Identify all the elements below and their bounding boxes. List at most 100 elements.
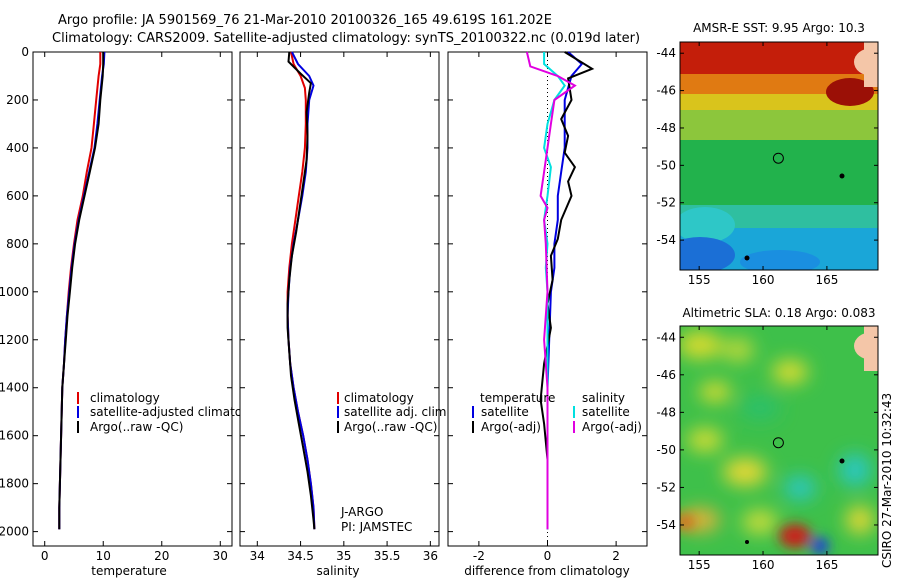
difference-panel: -2 0 2 difference from climatology tempera… <box>447 51 648 578</box>
legend-sal-satellite-label: satellite <box>582 405 630 419</box>
series-argo <box>58 52 105 530</box>
x-tick-label: 35.5 <box>374 549 401 563</box>
series-argo <box>286 51 316 530</box>
y-tick-label: 600 <box>6 189 29 203</box>
map-y-tick-label: -46 <box>656 368 676 382</box>
x-tick-label: 20 <box>154 549 169 563</box>
sst-band-lime <box>680 110 878 140</box>
map-x-tick-label: 165 <box>815 558 838 572</box>
y-tick-label: 1200 <box>0 333 29 347</box>
legend-climatology-label: climatology <box>90 391 160 405</box>
sla-blob <box>742 510 778 534</box>
sla-map-title: Altimetric SLA: 0.18 Argo: 0.083 <box>682 306 875 320</box>
series-salinity-argo <box>525 51 577 530</box>
map-y-tick-label: -52 <box>656 196 676 210</box>
legend-temp-satellite-label: satellite <box>481 405 529 419</box>
sla-island-south <box>745 540 749 544</box>
map-y-tick-label: -46 <box>656 84 676 98</box>
x-tick-label: 34 <box>250 549 265 563</box>
x-tick-label: -2 <box>473 549 485 563</box>
sst-map-title: AMSR-E SST: 9.95 Argo: 10.3 <box>693 21 865 35</box>
y-tick-label: 2000 <box>0 525 29 539</box>
legend-argo-label: Argo(..raw -QC) <box>344 420 437 434</box>
sla-blob <box>680 331 722 359</box>
map-y-tick-label: -52 <box>656 480 676 494</box>
legend-sal-argo-label: Argo(-adj) <box>582 420 642 434</box>
salinity-depth-ticks <box>240 51 439 533</box>
salinity-axes-frame <box>239 51 440 547</box>
y-tick-label: 1600 <box>0 429 29 443</box>
x-tick-label: 0 <box>41 549 49 563</box>
sla-blob <box>722 338 754 362</box>
map-y-tick-label: -44 <box>656 46 676 60</box>
sla-heatmap <box>680 326 878 555</box>
y-tick-label: 800 <box>6 237 29 251</box>
sla-blobs <box>680 331 874 534</box>
legend-temperature-title: temperature <box>480 391 555 405</box>
sla-argo-marker <box>772 437 784 449</box>
sst-island-south <box>744 255 750 261</box>
legend-satellite-label: satellite adj. clim. <box>344 405 450 419</box>
sla-high <box>779 524 811 548</box>
sla-map-panel: Altimetric SLA: 0.18 Argo: 0.083 <box>656 306 879 572</box>
sla-high-west <box>680 514 695 530</box>
map-y-tick-label: -50 <box>656 443 676 457</box>
y-tick-label: 1400 <box>0 381 29 395</box>
difference-depth-ticks <box>448 51 647 546</box>
sla-blob <box>772 360 808 384</box>
title-line-2: Climatology: CARS2009. Satellite-adjuste… <box>52 31 640 46</box>
sst-argo-marker <box>772 152 784 164</box>
temperature-x-axis: 0 10 20 30 <box>41 52 228 563</box>
difference-legend: temperature satellite Argo(-adj) salinit… <box>472 391 642 434</box>
sst-patch-cyan-west <box>680 207 735 243</box>
map-y-tick-label: -48 <box>656 121 676 135</box>
map-y-tick-label: -54 <box>656 518 676 532</box>
sst-island <box>839 173 845 179</box>
y-tick-label: 200 <box>6 93 29 107</box>
legend-satellite-label: satellite-adjusted climatology <box>90 405 268 419</box>
sst-map-panel: AMSR-E SST: 9.95 Argo: 10.3 155 160 165 -44… <box>656 21 879 287</box>
y-tick-label: 1000 <box>0 285 29 299</box>
series-temperature-argo <box>539 51 595 530</box>
x-tick-label: 36 <box>423 549 438 563</box>
x-tick-label: 30 <box>213 549 228 563</box>
y-tick-label: 1800 <box>0 477 29 491</box>
temperature-xlabel: temperature <box>91 564 166 578</box>
difference-lines <box>525 51 595 530</box>
difference-xlabel: difference from climatology <box>464 564 630 578</box>
sla-land-east <box>864 326 878 371</box>
legend-argo-label: Argo(..raw -QC) <box>90 420 183 434</box>
sst-patch-blue-southwest <box>680 237 735 270</box>
map-y-tick-label: -44 <box>656 330 676 344</box>
legend-temp-argo-label: Argo(-adj) <box>481 420 541 434</box>
sla-blob <box>687 428 723 452</box>
map-y-tick-label: -48 <box>656 405 676 419</box>
sla-map-frame <box>679 325 879 556</box>
sla-map-axes: 155 160 165 -44 -46 -48 -50 -52 -54 <box>656 326 878 572</box>
x-tick-label: 35 <box>336 549 351 563</box>
x-tick-label: 10 <box>96 549 111 563</box>
title-line-1: Argo profile: JA 5901569_76 21-Mar-2010 … <box>58 13 552 28</box>
sst-patch-dark-blue <box>740 250 820 270</box>
sst-map-frame <box>679 41 879 271</box>
salinity-x-axis: 34 34.5 35 35.5 36 <box>250 52 438 563</box>
map-y-tick-label: -50 <box>656 158 676 172</box>
sla-blob <box>740 396 780 420</box>
salinity-legend: climatology satellite adj. clim. Argo(..… <box>337 391 450 434</box>
y-tick-label: 0 <box>21 45 29 59</box>
map-x-tick-label: 155 <box>688 273 711 287</box>
sla-blob <box>723 458 767 486</box>
sst-land-coast <box>854 48 878 76</box>
sla-blob <box>839 454 871 486</box>
legend-salinity-title: salinity <box>582 391 625 405</box>
map-x-tick-label: 155 <box>688 558 711 572</box>
x-tick-label: 2 <box>612 549 620 563</box>
sla-island <box>839 458 845 464</box>
temperature-panel: 0 200 400 600 800 1000 1200 1400 1600 1800 2000 0 1… <box>0 45 268 578</box>
salinity-xlabel: salinity <box>316 564 359 578</box>
map-y-tick-label: -54 <box>656 233 676 247</box>
salinity-panel: 34 34.5 35 35.5 36 salinity climatology sate… <box>239 51 450 578</box>
annotation-project: J-ARGO <box>340 505 383 519</box>
sst-map-axes: 155 160 165 -44 -46 -48 -50 -52 -54 <box>656 42 878 287</box>
x-tick-label: 0 <box>544 549 552 563</box>
